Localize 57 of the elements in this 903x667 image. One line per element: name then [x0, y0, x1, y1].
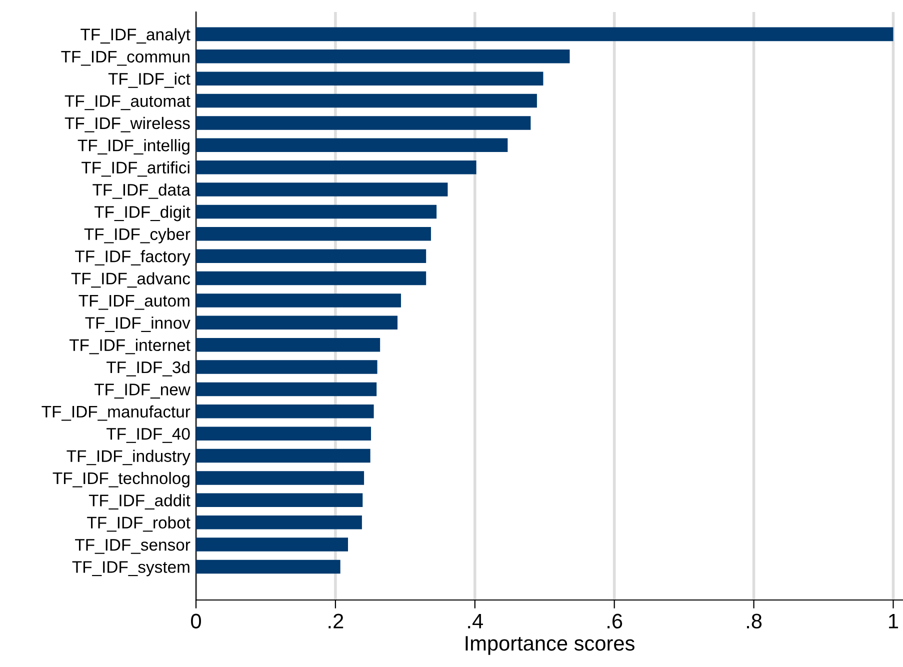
y-tick-label: TF_IDF_digit: [94, 206, 190, 222]
bar: [196, 515, 362, 530]
y-tick-label: TF_IDF_system: [72, 561, 190, 576]
y-tick-label: TF_IDF_artifici: [82, 161, 190, 177]
y-tick-label: TF_IDF_automat: [64, 95, 190, 110]
y-tick-label: TF_IDF_industry: [66, 450, 190, 466]
bar: [196, 493, 363, 508]
x-tick-label: .2: [328, 614, 344, 628]
y-tick-label: TF_IDF_factory: [75, 250, 190, 266]
bar: [196, 360, 378, 374]
bar: [196, 448, 370, 463]
y-tick-label: TF_IDF_commun: [61, 50, 190, 66]
bar: [196, 160, 476, 174]
x-tick-label: .4: [468, 614, 483, 628]
y-tick-label: TF_IDF_40: [106, 428, 190, 443]
x-axis-title: Importance scores: [466, 636, 634, 655]
bar: [196, 316, 398, 330]
x-tick-label: 0: [191, 614, 201, 628]
bar: [196, 72, 544, 86]
y-tick-label: TF_IDF_intellig: [78, 139, 190, 155]
bar: [196, 271, 426, 286]
bar: [196, 404, 374, 418]
bar: [196, 294, 401, 308]
bar: [196, 138, 508, 152]
y-tick-label: TF_IDF_analyt: [80, 28, 190, 44]
bar: [196, 249, 426, 263]
y-tick-label: TF_IDF_technolog: [52, 472, 190, 488]
bar: [196, 94, 537, 108]
bar: [196, 116, 531, 130]
y-tick-label: TF_IDF_innov: [85, 316, 190, 332]
bar: [196, 338, 380, 352]
x-tick-label: .6: [608, 614, 622, 628]
y-tick-label: TF_IDF_robot: [87, 516, 190, 532]
bar: [196, 182, 448, 196]
y-tick-label: TF_IDF_new: [94, 384, 190, 399]
bar: [196, 382, 377, 396]
bar: [196, 560, 340, 574]
y-tick-label: TF_IDF_wireless: [64, 116, 190, 132]
bar: [196, 426, 372, 440]
bar: [196, 27, 894, 42]
y-tick-label: TF_IDF_data: [92, 183, 190, 199]
x-tick-label: .8: [747, 614, 762, 628]
y-tick-label: TF_IDF_autom: [78, 295, 190, 310]
bar: [196, 227, 431, 241]
y-tick-label: TF_IDF_internet: [69, 338, 190, 354]
bar: [196, 204, 437, 219]
y-tick-label: TF_IDF_addit: [88, 494, 190, 510]
bar: [196, 538, 348, 552]
y-tick-label: TF_IDF_ict: [108, 72, 190, 88]
y-tick-label: TF_IDF_sensor: [75, 539, 190, 554]
bar: [196, 471, 364, 485]
bar: [196, 50, 570, 64]
y-tick-label: TF_IDF_3d: [106, 360, 190, 376]
x-tick-label: 1: [889, 614, 898, 628]
y-tick-label: TF_IDF_advanc: [71, 272, 190, 288]
y-tick-label: TF_IDF_manufactur: [42, 405, 190, 421]
y-tick-label: TF_IDF_cyber: [84, 228, 190, 244]
